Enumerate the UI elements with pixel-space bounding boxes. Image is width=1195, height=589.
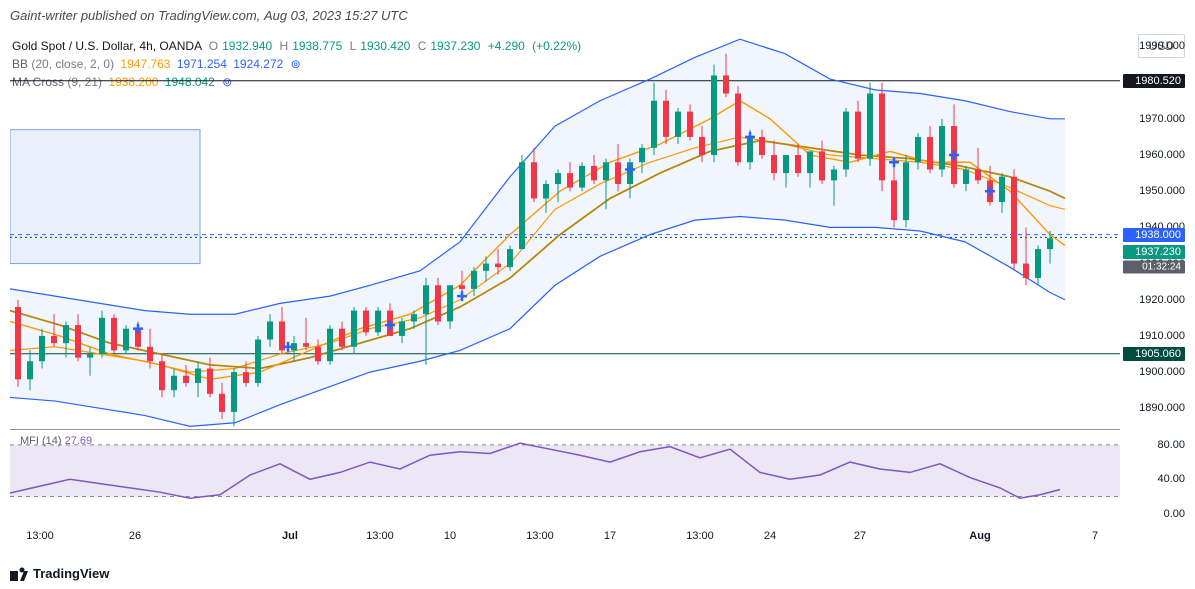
mfi-axis[interactable]: 80.00 40.00 0.00 [1120,432,1185,524]
price-tick: 1960.000 [1139,149,1185,161]
time-label: 26 [129,530,141,542]
price-flag: 1980.520 [1123,74,1185,88]
mfi-label[interactable]: MFI (14) 27.69 [16,434,96,448]
price-flag: 1937.230 [1123,245,1185,259]
price-flag: 01:32:24 [1123,261,1185,274]
price-tick: 1990.000 [1139,40,1185,52]
site-name: TradingView.com [158,8,257,23]
time-label: 13:00 [366,530,394,542]
publish-date: Aug 03, 2023 15:27 UTC [264,8,408,23]
time-label: 27 [854,530,866,542]
price-tick: 1910.000 [1139,330,1185,342]
mfi-chart[interactable]: MFI (14) 27.69 [10,432,1120,524]
time-label: 7 [1092,530,1098,542]
time-label: 24 [764,530,776,542]
price-flag: 1905.060 [1123,347,1185,361]
mfi-tick: 0.00 [1164,508,1185,520]
price-axis[interactable]: 1990.0001980.0001970.0001960.0001950.000… [1120,32,1185,430]
time-label: 10 [444,530,456,542]
time-label: 13:00 [526,530,554,542]
time-label: 17 [604,530,616,542]
price-tick: 1920.000 [1139,294,1185,306]
price-tick: 1900.000 [1139,366,1185,378]
page-header: Gaint-writer published on TradingView.co… [10,8,408,23]
logo-icon [10,567,28,581]
main-chart[interactable] [10,32,1120,430]
mfi-tick: 80.00 [1157,439,1185,451]
time-label: 13:00 [26,530,54,542]
mfi-tick: 40.00 [1157,473,1185,485]
price-flag: 1938.000 [1123,228,1185,242]
time-label: Jul [282,530,298,542]
price-tick: 1970.000 [1139,113,1185,125]
tradingview-logo[interactable]: TradingView [10,566,109,581]
price-tick: 1950.000 [1139,185,1185,197]
price-tick: 1890.000 [1139,402,1185,414]
author: Gaint-writer [10,8,77,23]
time-label: 13:00 [686,530,714,542]
time-axis[interactable]: 13:00 26 Jul 13:00 10 13:00 17 13:00 24 27 Aug 7 [10,526,1120,546]
time-label: Aug [969,530,990,542]
